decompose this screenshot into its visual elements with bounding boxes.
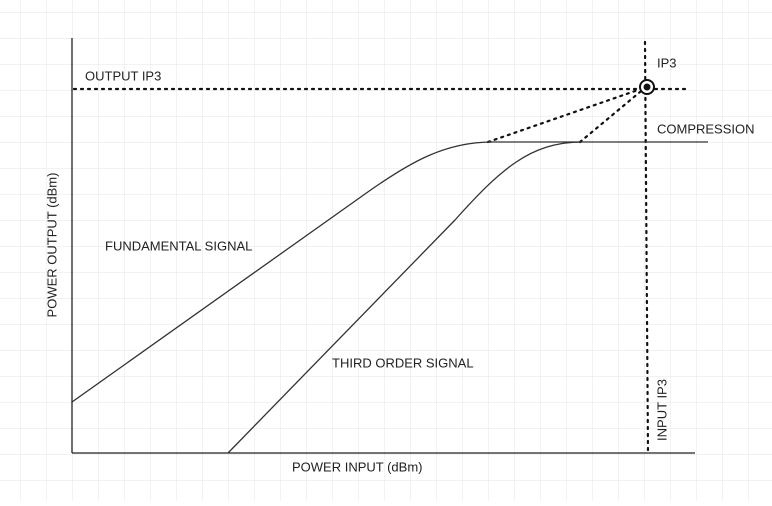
third-order-label: THIRD ORDER SIGNAL (332, 355, 474, 370)
input-ip3-line (643, 40, 650, 454)
output-ip3-label: OUTPUT IP3 (85, 68, 161, 83)
ip3-label: IP3 (657, 55, 677, 70)
fundamental-curve (71, 141, 493, 403)
fundamental-extrapolation (486, 88, 640, 144)
fundamental-label: FUNDAMENTAL SIGNAL (105, 238, 252, 253)
y-axis-label: POWER OUTPUT (dBm) (44, 173, 59, 318)
x-axis-label: POWER INPUT (dBm) (292, 459, 423, 474)
ip3-marker-center (643, 83, 651, 91)
compression-label: COMPRESSION (657, 121, 755, 136)
input-ip3-label: INPUT IP3 (654, 379, 669, 441)
third-order-extrapolation (578, 90, 642, 144)
third-order-curve (227, 141, 583, 454)
